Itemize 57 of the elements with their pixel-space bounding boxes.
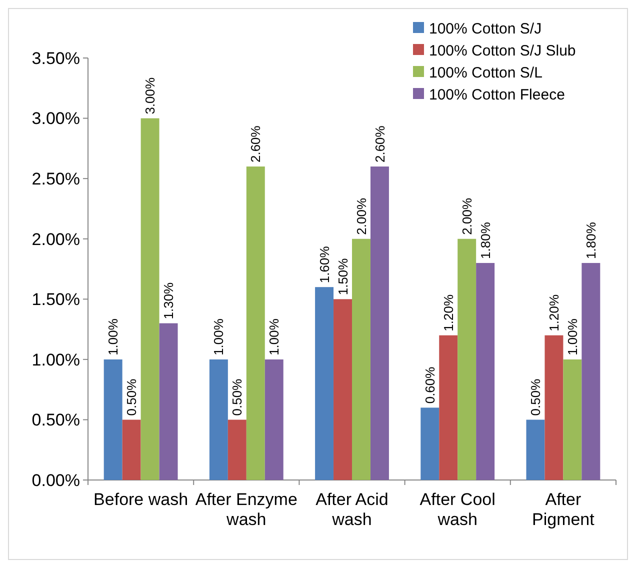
y-tick-label: 3.00% [32, 109, 80, 128]
legend-label: 100% Cotton S/L [429, 64, 542, 82]
data-label: 1.00% [211, 318, 226, 356]
bar [159, 323, 178, 480]
data-label: 0.50% [124, 378, 140, 416]
y-tick-label: 0.50% [32, 410, 80, 430]
data-label: 2.00% [459, 198, 474, 235]
data-label: 1.00% [266, 318, 282, 356]
x-tick-label: After Pigment [532, 490, 595, 529]
y-tick-label: 3.50% [32, 48, 80, 68]
data-label: 1.20% [440, 294, 456, 332]
bar [140, 118, 160, 480]
bar [264, 359, 284, 480]
data-label: 1.80% [478, 222, 493, 259]
y-tick-label: 1.00% [32, 350, 80, 370]
bar [420, 408, 440, 480]
data-label: 1.20% [546, 294, 562, 332]
data-label: 0.50% [230, 378, 245, 416]
data-label: 2.60% [372, 125, 388, 163]
y-tick-label: 1.50% [32, 290, 80, 310]
data-label: 2.00% [354, 198, 369, 235]
bar [458, 238, 476, 480]
data-label: 2.60% [248, 125, 264, 163]
x-tick-label: After Cool wash [420, 490, 496, 529]
y-tick-label: 2.00% [32, 230, 80, 249]
data-label: 1.60% [316, 246, 332, 284]
y-tick-label: 0.00% [32, 470, 80, 490]
bar [228, 420, 246, 480]
legend-label: 100% Cotton Fleece [429, 86, 565, 104]
y-tick-label: 2.50% [32, 170, 80, 189]
bar [209, 359, 228, 480]
data-label: 1.50% [335, 258, 350, 296]
bar [334, 299, 352, 480]
legend-label: 100% Cotton S/J [429, 20, 542, 38]
legend-label: 100% Cotton S/J Slub [429, 42, 576, 60]
bar [122, 420, 141, 480]
data-label: 1.00% [564, 318, 580, 356]
bar [563, 359, 582, 480]
bar [476, 262, 495, 480]
bar [315, 287, 334, 480]
data-label: 3.00% [142, 76, 158, 114]
bar [246, 166, 265, 480]
bar [370, 166, 389, 480]
bar [439, 335, 458, 480]
data-label: 1.80% [583, 222, 598, 259]
bar [526, 420, 545, 480]
data-label: 1.00% [106, 318, 121, 356]
bar [104, 359, 122, 480]
x-tick-label: After Enzyme wash [195, 490, 298, 529]
bar [544, 335, 564, 480]
bar [582, 262, 600, 480]
x-tick-label: Before wash [94, 490, 188, 509]
data-label: 0.50% [528, 378, 544, 416]
data-label: 0.60% [422, 366, 438, 404]
data-label: 1.30% [161, 282, 176, 320]
bar [352, 238, 370, 480]
x-tick-label: After Acid wash [316, 490, 388, 529]
